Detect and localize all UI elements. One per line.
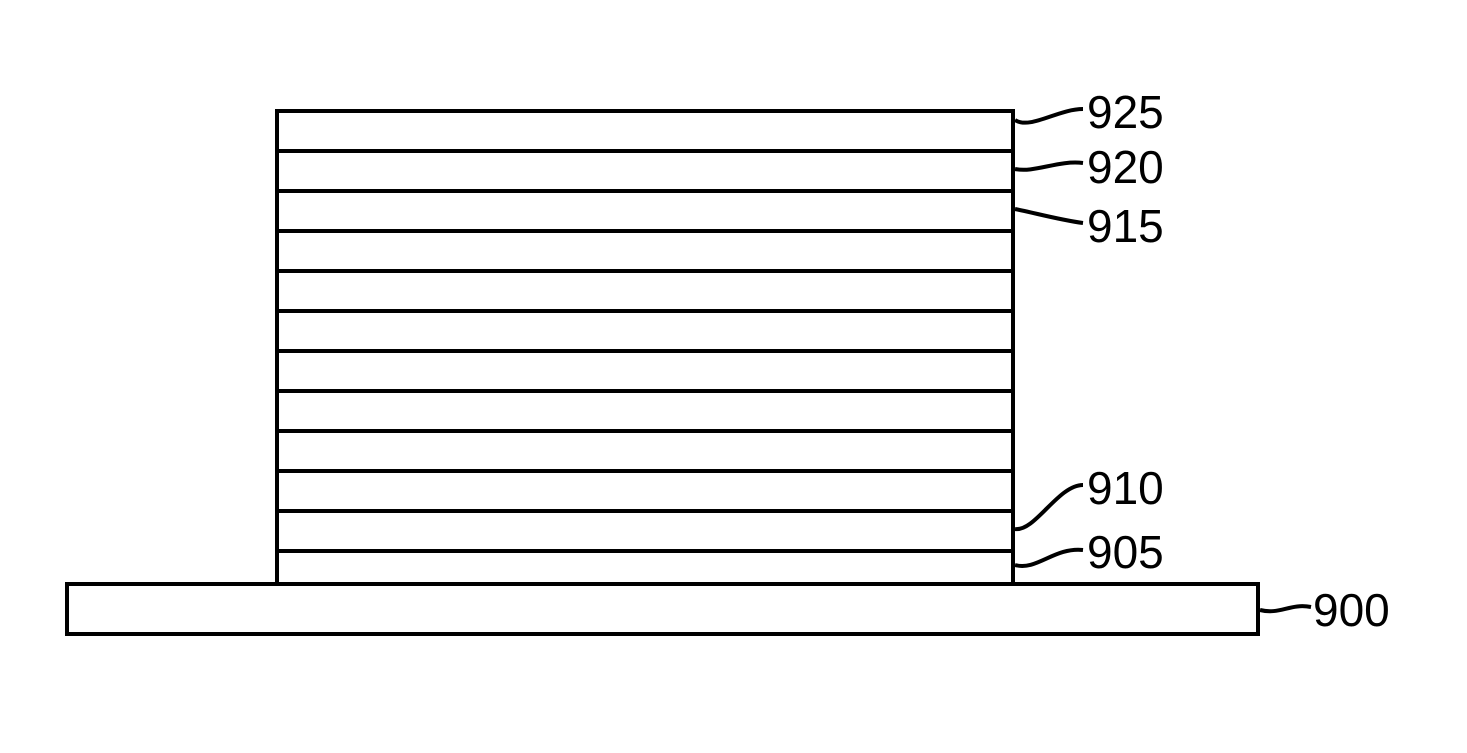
layer-8 [275, 229, 1015, 269]
layer-0 [275, 549, 1015, 582]
label-920: 920 [1087, 140, 1164, 194]
layer-11 [275, 109, 1015, 149]
label-915: 915 [1087, 199, 1164, 253]
layer-9 [275, 189, 1015, 229]
label-910: 910 [1087, 461, 1164, 515]
layer-5 [275, 349, 1015, 389]
label-905: 905 [1087, 525, 1164, 579]
label-925: 925 [1087, 85, 1164, 139]
layer-4 [275, 389, 1015, 429]
diagram-container: 925 920 915 910 905 900 [65, 85, 1405, 705]
layer-6 [275, 309, 1015, 349]
layer-7 [275, 269, 1015, 309]
layer-1 [275, 509, 1015, 549]
substrate-layer [65, 582, 1260, 636]
layer-10 [275, 149, 1015, 189]
layer-3 [275, 429, 1015, 469]
layer-2 [275, 469, 1015, 509]
label-900: 900 [1313, 583, 1390, 637]
